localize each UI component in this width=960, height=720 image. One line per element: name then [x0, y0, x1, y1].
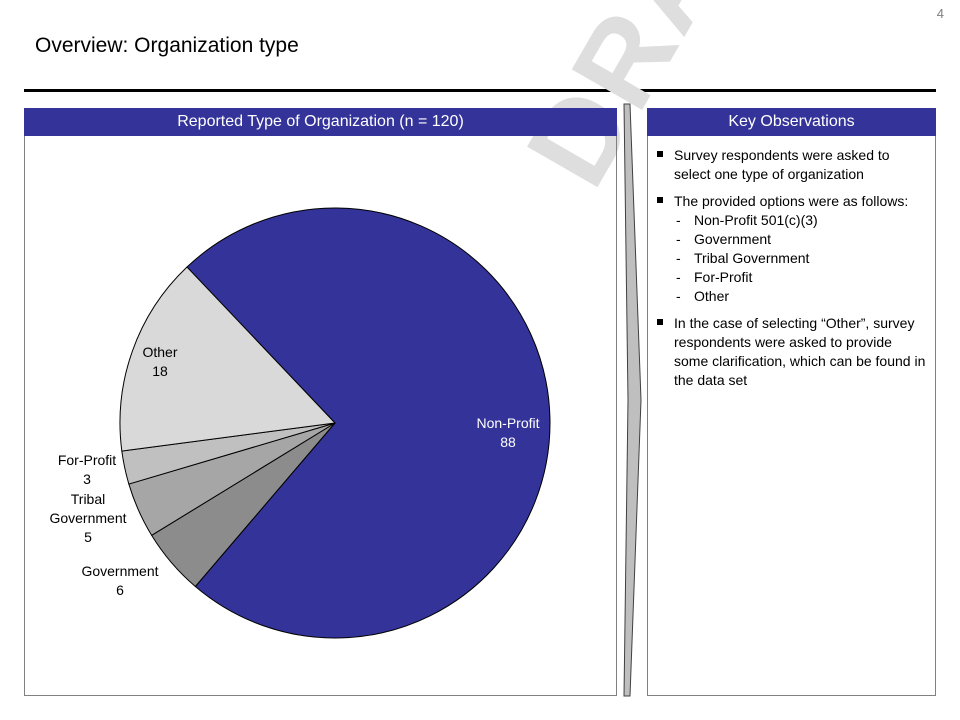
dash-marker: - [676, 212, 681, 228]
slice-value: 3 [83, 471, 91, 487]
option-text: Non-Profit 501(c)(3) [694, 212, 818, 228]
observations-panel [647, 136, 936, 696]
pie-labels: Non-Profit 88 Government 6 Tribal Government 5… [49, 344, 539, 598]
observations-header: Key Observations [647, 108, 936, 136]
square-bullet-icon [657, 151, 663, 157]
slice-value: 5 [84, 529, 92, 545]
observations-list: Survey respondents were asked to select … [655, 146, 927, 398]
slice-value: 18 [152, 363, 168, 379]
observation-text: The provided options were as follows: [674, 193, 909, 209]
option-item: - Non-Profit 501(c)(3) [674, 211, 927, 230]
slice-label: For-Profit 3 [58, 452, 116, 487]
slice-label: Other 18 [142, 344, 177, 379]
page-title: Overview: Organization type [35, 34, 299, 57]
square-bullet-icon [657, 197, 663, 203]
slice-value: 6 [116, 582, 124, 598]
pie-slice-non-profit [186, 207, 551, 639]
observation-text: In the case of selecting “Other”, survey… [674, 315, 926, 388]
square-bullet-icon [657, 319, 663, 325]
dash-marker: - [676, 288, 681, 304]
slice-name: Non-Profit [476, 415, 539, 431]
slice-name: For-Profit [58, 452, 116, 468]
slice-name: Government [81, 563, 158, 579]
option-list: - Non-Profit 501(c)(3) - Government - Tribal … [674, 211, 927, 306]
option-text: Tribal Government [694, 250, 810, 266]
observation-item: Survey respondents were asked to select … [655, 146, 927, 184]
slice-name: Government [49, 510, 126, 526]
dash-marker: - [676, 250, 681, 266]
chart-panel-header: Reported Type of Organization (n = 120) [24, 108, 617, 136]
title-divider [24, 89, 936, 92]
option-text: Other [694, 288, 730, 304]
option-text: For-Profit [694, 269, 753, 285]
option-item: - Tribal Government [674, 249, 927, 268]
slice-label: Government 6 [81, 563, 158, 598]
option-item: - For-Profit [674, 268, 927, 287]
observation-item: In the case of selecting “Other”, survey… [655, 314, 927, 390]
chart-panel [24, 136, 617, 696]
observation-text: Survey respondents were asked to select … [674, 147, 890, 182]
pie-slice-other [119, 266, 337, 452]
option-item: - Government [674, 230, 927, 249]
pie-slices [119, 207, 551, 639]
slice-label: Tribal Government 5 [49, 491, 126, 545]
slice-name: Tribal [71, 491, 106, 507]
dash-marker: - [676, 231, 681, 247]
slice-value: 88 [500, 434, 516, 450]
option-text: Government [694, 231, 772, 247]
slice-name: Other [142, 344, 177, 360]
observation-item: The provided options were as follows: - No… [655, 192, 927, 306]
arrow-chevron [623, 103, 642, 697]
page-number: 4 [936, 6, 944, 21]
slice-label: Non-Profit 88 [476, 415, 539, 450]
dash-marker: - [676, 269, 681, 285]
option-item: - Other [674, 287, 927, 306]
